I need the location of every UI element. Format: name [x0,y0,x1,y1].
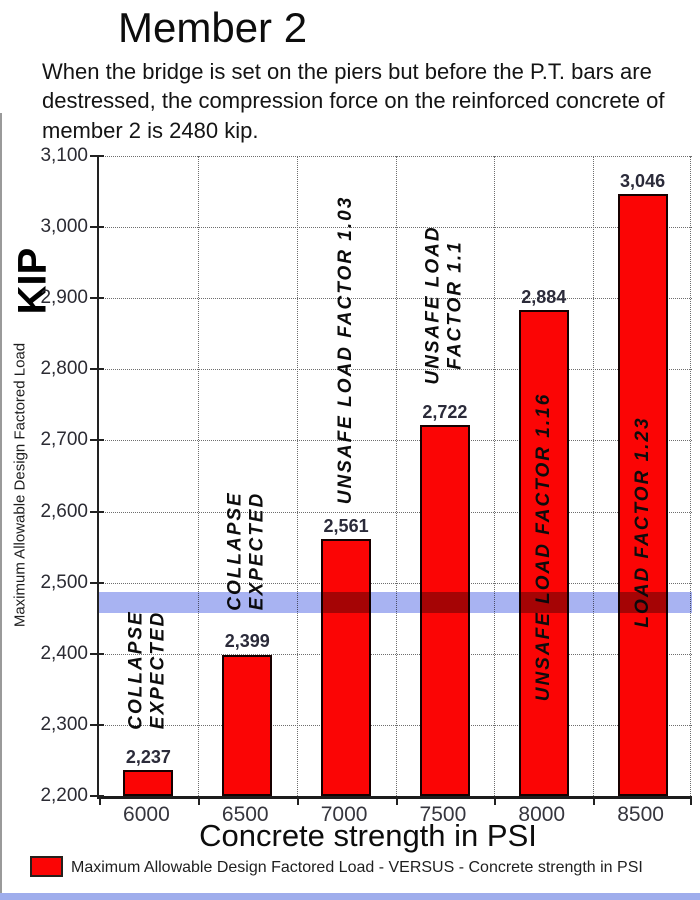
bar-value-label: 3,046 [620,171,666,192]
y-tick-label: 2,700 [40,429,88,451]
y-tick [90,795,104,797]
legend-swatch [30,856,63,877]
y-tick [90,155,104,157]
x-tick [494,796,497,805]
x-tick-label: 8500 [617,803,664,826]
y-tick-label: 2,300 [40,713,88,735]
x-tick [296,796,299,805]
x-tick-label: 7000 [320,803,368,826]
y-tick-label: 2,400 [40,642,88,664]
y-tick [90,581,104,584]
bar-value-label: 2,884 [521,286,567,307]
x-tick [197,796,200,805]
reference-band [99,591,692,614]
y-tick-label: 3,100 [40,145,88,166]
y-tick [90,297,104,300]
bar-value-label: 2,722 [422,401,468,422]
bar-chart: 2,237 2,399 2,561 2,722 2,884 3,046 COLLAPSE EX… [0,145,700,896]
bottom-blue-strip [0,893,700,900]
y-tick-label: 2,900 [40,287,88,309]
y-tick [90,368,104,371]
x-tick-label: 7500 [419,803,467,826]
x-gridline [197,156,199,796]
y-tick [90,439,104,442]
x-gridline [690,156,691,796]
bar-value-label: 2,237 [125,746,171,767]
bar [617,194,668,796]
y-tick [90,652,104,655]
x-tick-label: 6000 [123,803,170,826]
page-title: Member 2 [118,4,308,51]
x-tick [690,796,692,805]
y-tick [90,723,104,726]
page-subtitle: When the bridge is set on the piers but … [42,59,665,143]
bar-annotation-text: COLLAPSE EXPECTED [126,610,170,730]
bar [518,309,569,796]
y-tick [90,510,104,513]
y-tick-label: 2,500 [40,571,88,593]
x-gridline [296,156,298,796]
bar [321,539,372,796]
bar [123,769,174,796]
x-axis-title: Concrete strength in PSI [199,818,537,853]
bar-value-label: 2,399 [224,631,270,652]
y-tick-label: 2,800 [40,358,88,380]
bar-annotation-text: UNSAFE LOAD FACTOR 1.03 [334,195,356,505]
plot-area: 2,237 2,399 2,561 2,722 2,884 3,046 COLLAPSE EX… [90,155,692,805]
x-gridline [395,156,397,796]
x-tick [395,796,398,805]
x-tick [99,796,101,805]
x-gridline [593,156,595,796]
y-tick-label: 3,000 [40,216,88,238]
x-tick [593,796,596,805]
legend-label: Maximum Allowable Design Factored Load -… [71,859,643,876]
bar-annotation-text: UNSAFE LOAD FACTOR 1.1 [422,225,466,385]
y-tick [90,226,104,229]
x-tick-label: 8000 [518,803,566,826]
bar-annotation-text: UNSAFE LOAD FACTOR 1.16 [532,392,554,702]
x-tick-label: 6500 [221,803,269,826]
legend: Maximum Allowable Design Factored Load -… [0,852,700,882]
x-gridline [494,156,496,796]
left-edge-line [0,113,2,900]
y-tick-label: 2,600 [40,500,88,522]
y-tick-label: 2,200 [40,785,88,806]
bar [222,654,273,796]
bar-value-label: 2,561 [323,516,369,537]
